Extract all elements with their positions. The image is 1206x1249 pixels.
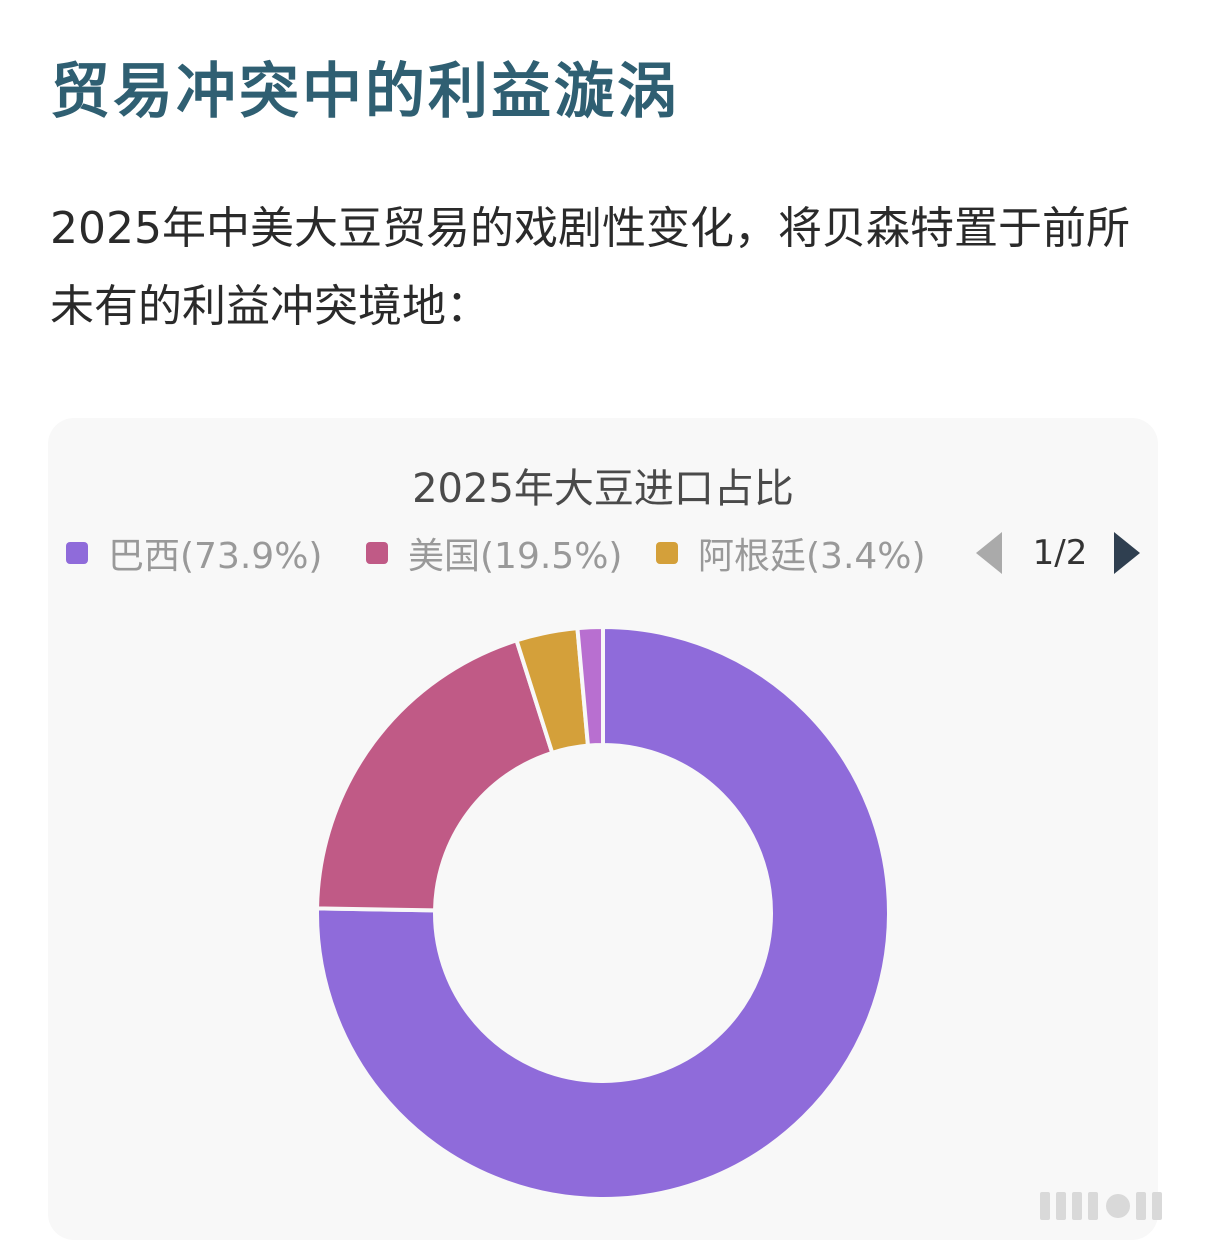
article-title: 贸易冲突中的利益漩涡 xyxy=(50,57,680,127)
donut-slice-0[interactable] xyxy=(315,625,891,1201)
legend-label: 美国(19.5%) xyxy=(408,536,623,577)
chart-card: 2025年大豆进口占比 巴西(73.9%) 美国(19.5%) 阿根廷(3.4%… xyxy=(48,418,1158,1240)
legend-swatch xyxy=(366,542,388,564)
legend-pager: 1/2 xyxy=(974,530,1146,576)
legend-label: 巴西(73.9%) xyxy=(108,536,323,577)
legend-item-brazil[interactable]: 巴西(73.9%) xyxy=(66,530,323,577)
watermark-icon xyxy=(1040,1192,1162,1220)
donut-chart xyxy=(315,625,891,1201)
triangle-left-icon[interactable] xyxy=(974,530,1004,576)
legend-item-usa[interactable]: 美国(19.5%) xyxy=(366,530,623,577)
chart-legend: 巴西(73.9%) 美国(19.5%) 阿根廷(3.4%) xyxy=(66,530,1146,577)
legend-item-argentina[interactable]: 阿根廷(3.4%) xyxy=(656,530,926,577)
chart-title: 2025年大豆进口占比 xyxy=(412,466,794,512)
triangle-right-icon[interactable] xyxy=(1112,530,1142,576)
legend-swatch xyxy=(66,542,88,564)
legend-swatch xyxy=(656,542,678,564)
article-intro: 2025年中美大豆贸易的戏剧性变化，将贝森特置于前所未有的利益冲突境地： xyxy=(50,203,1130,332)
legend-label: 阿根廷(3.4%) xyxy=(698,536,926,577)
legend-page-indicator: 1/2 xyxy=(1032,533,1088,573)
donut-slice-1[interactable] xyxy=(315,638,555,913)
donut-slice-3[interactable] xyxy=(575,625,605,748)
